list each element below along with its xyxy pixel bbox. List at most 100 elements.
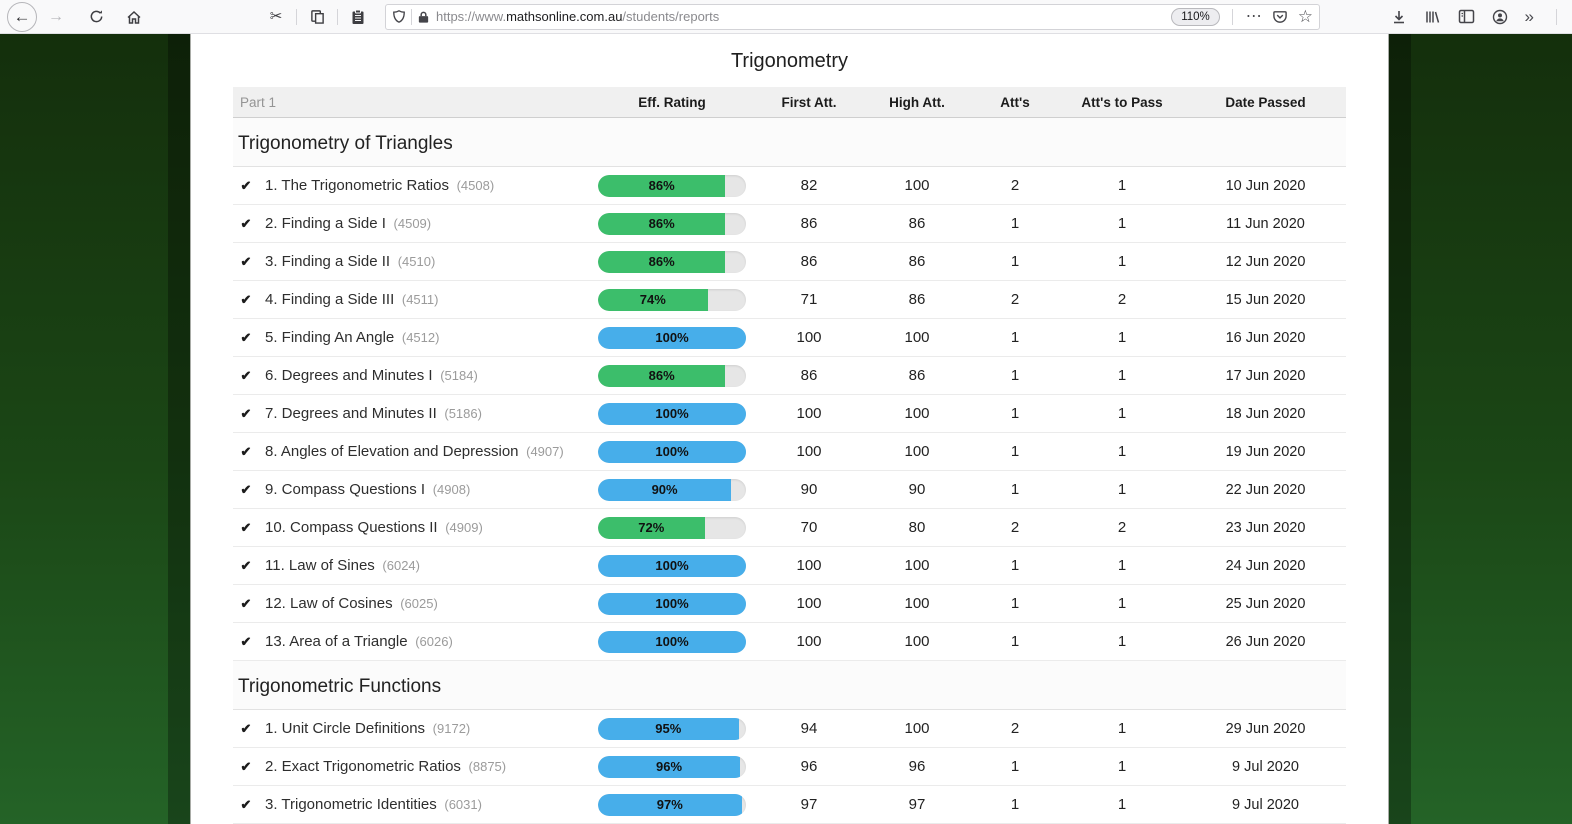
lesson-name-cell[interactable]: 12. Law of Cosines (6025)	[259, 595, 589, 612]
lesson-name-cell[interactable]: 2. Exact Trigonometric Ratios (8875)	[259, 758, 589, 775]
lesson-row[interactable]: ✔ 5. Finding An Angle (4512) 100% 100 10…	[233, 319, 1346, 357]
lesson-row[interactable]: ✔ 13. Area of a Triangle (6026) 100% 100…	[233, 623, 1346, 661]
rating-progress-fill: 86%	[598, 250, 726, 273]
atts-to-pass-value: 1	[1117, 557, 1127, 574]
toolbar-right-group: »	[1391, 7, 1566, 27]
lesson-name: 2. Exact Trigonometric Ratios	[265, 758, 461, 775]
lesson-name: 5. Finding An Angle	[265, 329, 395, 346]
lesson-row[interactable]: ✔ 2. Exact Trigonometric Ratios (8875) 9…	[233, 748, 1346, 786]
atts-to-pass-value: 1	[1117, 215, 1127, 232]
atts-to-pass-value: 1	[1117, 720, 1127, 737]
rating-percent-label: 86%	[648, 254, 675, 269]
atts-to-pass-value: 1	[1117, 758, 1127, 775]
lesson-row[interactable]: ✔ 7. Degrees and Minutes II (5186) 100% …	[233, 395, 1346, 433]
home-icon[interactable]	[121, 4, 147, 30]
eff-rating-cell: 86%	[589, 174, 755, 197]
back-icon[interactable]: ←	[7, 1, 37, 32]
completed-check-icon: ✔	[240, 329, 252, 345]
page-actions-icon[interactable]: ⋯	[1245, 7, 1262, 25]
rating-progress-fill: 86%	[598, 212, 726, 235]
rating-percent-label: 86%	[648, 178, 675, 193]
lesson-row[interactable]: ✔ 2. Finding a Side I (4509) 86% 86 86 1…	[233, 205, 1346, 243]
lesson-name-cell[interactable]: 11. Law of Sines (6024)	[259, 557, 589, 574]
lesson-row[interactable]: ✔ 9. Compass Questions I (4908) 90% 90 9…	[233, 471, 1346, 509]
lesson-row[interactable]: ✔ 8. Angles of Elevation and Depression …	[233, 433, 1346, 471]
url-bar[interactable]: https://www.mathsonline.com.au/students/…	[385, 3, 1320, 30]
lock-icon[interactable]	[417, 10, 430, 24]
zoom-level-badge[interactable]: 110%	[1171, 7, 1220, 26]
completed-check-icon: ✔	[240, 519, 252, 535]
lesson-name-cell[interactable]: 7. Degrees and Minutes II (5186)	[259, 405, 589, 422]
first-att-value: 71	[800, 291, 818, 308]
eff-rating-cell: 96%	[589, 755, 755, 778]
copy-icon[interactable]	[304, 4, 330, 30]
first-att-value: 70	[800, 519, 818, 536]
lesson-name-cell[interactable]: 9. Compass Questions I (4908)	[259, 481, 589, 498]
lesson-row[interactable]: ✔ 6. Degrees and Minutes I (5184) 86% 86…	[233, 357, 1346, 395]
atts-to-pass-value: 1	[1117, 443, 1127, 460]
rating-progress-fill: 97%	[598, 793, 742, 816]
lesson-name-cell[interactable]: 13. Area of a Triangle (6026)	[259, 633, 589, 650]
cut-icon[interactable]: ✂	[269, 8, 283, 25]
atts-to-pass-value: 1	[1117, 796, 1127, 813]
lesson-row[interactable]: ✔ 11. Law of Sines (6024) 100% 100 100 1…	[233, 547, 1346, 585]
rating-progress-bar: 100%	[598, 592, 746, 615]
lesson-name: 7. Degrees and Minutes II	[265, 405, 437, 422]
forward-icon[interactable]: →	[48, 7, 64, 25]
lesson-name-cell[interactable]: 1. The Trigonometric Ratios (4508)	[259, 177, 589, 194]
url-text[interactable]: https://www.mathsonline.com.au/students/…	[436, 9, 720, 24]
lesson-name-cell[interactable]: 3. Finding a Side II (4510)	[259, 253, 589, 270]
lesson-name: 8. Angles of Elevation and Depression	[265, 443, 519, 460]
date-passed-value: 9 Jul 2020	[1232, 796, 1299, 813]
lesson-id: (4511)	[398, 292, 439, 307]
lesson-name-cell[interactable]: 6. Degrees and Minutes I (5184)	[259, 367, 589, 384]
sidebar-icon[interactable]	[1458, 9, 1475, 24]
library-icon[interactable]	[1424, 9, 1441, 25]
lesson-row[interactable]: ✔ 1. Unit Circle Definitions (9172) 95% …	[233, 710, 1346, 748]
date-passed-value: 12 Jun 2020	[1225, 253, 1306, 270]
bookmark-star-icon[interactable]: ☆	[1297, 7, 1313, 26]
tracking-shield-icon[interactable]	[392, 9, 406, 24]
lesson-name-cell[interactable]: 2. Finding a Side I (4509)	[259, 215, 589, 232]
first-att-value: 86	[800, 253, 818, 270]
rating-percent-label: 100%	[655, 406, 689, 421]
lesson-name: 11. Law of Sines	[265, 557, 375, 574]
date-passed-value: 11 Jun 2020	[1226, 215, 1305, 232]
pocket-icon[interactable]	[1272, 9, 1288, 24]
lesson-name-cell[interactable]: 3. Trigonometric Identities (6031)	[259, 796, 589, 813]
rating-progress-bar: 100%	[598, 440, 746, 463]
date-passed-value: 22 Jun 2020	[1225, 481, 1306, 498]
paste-icon[interactable]	[345, 4, 371, 30]
rating-progress-bar: 97%	[598, 793, 746, 816]
lesson-name-cell[interactable]: 10. Compass Questions II (4909)	[259, 519, 589, 536]
rating-percent-label: 100%	[655, 634, 689, 649]
page-title: Trigonometry	[730, 50, 849, 72]
rating-progress-fill: 86%	[598, 174, 726, 197]
divider	[1231, 8, 1233, 25]
lesson-name-cell[interactable]: 5. Finding An Angle (4512)	[259, 329, 589, 346]
lesson-row[interactable]: ✔ 12. Law of Cosines (6025) 100% 100 100…	[233, 585, 1346, 623]
lesson-row[interactable]: ✔ 4. Finding a Side III (4511) 74% 71 86…	[233, 281, 1346, 319]
account-icon[interactable]	[1492, 9, 1508, 25]
date-passed-value: 23 Jun 2020	[1225, 519, 1306, 536]
rating-percent-label: 86%	[648, 368, 675, 383]
rating-percent-label: 100%	[655, 558, 689, 573]
section-title: Trigonometry of Triangles	[238, 133, 453, 154]
first-att-value: 86	[800, 215, 818, 232]
lesson-row[interactable]: ✔ 10. Compass Questions II (4909) 72% 70…	[233, 509, 1346, 547]
lesson-name: 2. Finding a Side I	[265, 215, 386, 232]
lesson-row[interactable]: ✔ 3. Trigonometric Identities (6031) 97%…	[233, 786, 1346, 824]
lesson-row[interactable]: ✔ 3. Finding a Side II (4510) 86% 86 86 …	[233, 243, 1346, 281]
lesson-name-cell[interactable]: 8. Angles of Elevation and Depression (4…	[259, 443, 589, 460]
reload-icon[interactable]	[83, 4, 109, 30]
rating-progress-bar: 86%	[598, 174, 746, 197]
downloads-icon[interactable]	[1391, 9, 1407, 25]
section-title: Trigonometric Functions	[238, 676, 442, 697]
lesson-name-cell[interactable]: 1. Unit Circle Definitions (9172)	[259, 720, 589, 737]
atts-value: 1	[1010, 405, 1020, 422]
lesson-row[interactable]: ✔ 1. The Trigonometric Ratios (4508) 86%…	[233, 167, 1346, 205]
overflow-chevron-icon[interactable]: »	[1524, 6, 1534, 26]
lesson-id: (4508)	[452, 178, 495, 193]
lesson-name-cell[interactable]: 4. Finding a Side III (4511)	[259, 291, 589, 308]
lesson-name: 1. The Trigonometric Ratios	[265, 177, 449, 194]
